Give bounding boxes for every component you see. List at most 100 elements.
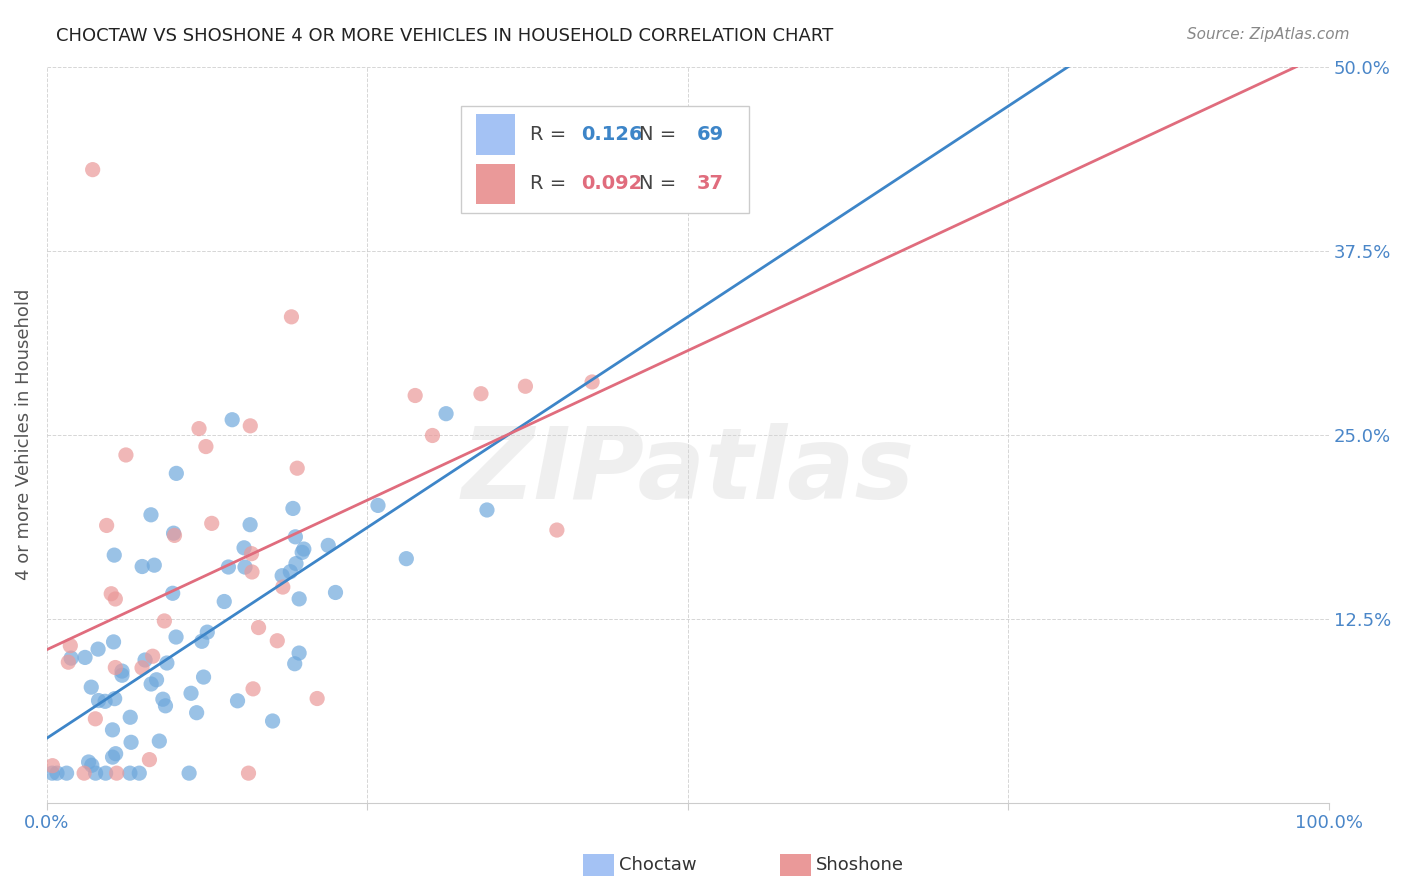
Point [291,545,314,559]
Point [180,686,202,700]
Point [152,692,174,706]
Point [73,650,96,665]
Point [134,653,156,667]
Point [239,517,262,532]
Point [142,649,165,664]
Point [59,639,82,653]
Point [118,766,141,780]
Point [194,440,217,454]
Text: 0.092: 0.092 [582,175,643,194]
Point [60,651,83,665]
Text: Source: ZipAtlas.com: Source: ZipAtlas.com [1187,27,1350,42]
Point [77,755,100,769]
Point [101,750,124,764]
Point [41,766,63,780]
Point [186,706,208,720]
Point [104,747,127,761]
Point [581,375,603,389]
Point [212,594,235,608]
Point [475,503,498,517]
Point [278,565,301,579]
Point [195,625,218,640]
Text: Shoshone: Shoshone [815,856,904,874]
Point [217,560,239,574]
Point [55,766,77,780]
Point [100,587,122,601]
Point [155,698,177,713]
Point [94,694,117,708]
Point [153,614,176,628]
Point [285,557,308,571]
Point [80,758,103,772]
Point [280,310,302,324]
Point [226,694,249,708]
Point [101,723,124,737]
Point [82,162,104,177]
Point [131,661,153,675]
Point [87,693,110,707]
Point [191,634,214,648]
Point [177,766,200,780]
Point [58,655,80,669]
Point [515,379,537,393]
Point [84,712,107,726]
Point [105,766,128,780]
Text: 0.126: 0.126 [582,125,643,145]
Point [145,673,167,687]
Point [470,386,492,401]
Point [546,523,568,537]
Point [307,691,329,706]
Text: R =: R = [530,175,572,194]
Point [80,680,103,694]
Point [128,766,150,780]
Point [292,542,315,557]
Point [111,668,134,682]
Point [87,642,110,657]
Point [115,448,138,462]
Point [316,538,339,552]
Point [240,547,263,561]
Point [233,541,256,555]
Point [247,621,270,635]
Point [73,766,96,780]
Point [162,526,184,541]
Text: Choctaw: Choctaw [619,856,696,874]
FancyBboxPatch shape [461,105,749,213]
Point [188,421,211,435]
Point [131,559,153,574]
Point [242,681,264,696]
Point [143,558,166,573]
Y-axis label: 4 or more Vehicles in Household: 4 or more Vehicles in Household [15,289,32,581]
Text: 69: 69 [697,125,724,145]
Point [103,635,125,649]
Point [240,565,263,579]
Point [96,518,118,533]
Point [434,407,457,421]
Point [281,501,304,516]
Text: R =: R = [530,125,572,145]
Text: N =: N = [640,175,683,194]
Point [284,530,307,544]
Text: ZIPatlas: ZIPatlas [461,423,914,520]
Point [111,664,134,678]
Point [285,461,308,475]
Point [162,586,184,600]
Point [266,633,288,648]
Point [395,551,418,566]
Point [233,560,256,574]
Point [139,508,162,522]
Point [422,428,444,442]
Point [41,758,63,772]
Point [138,753,160,767]
Bar [477,114,515,155]
Text: 37: 37 [697,175,724,194]
Point [367,499,389,513]
Point [288,646,311,660]
Point [103,548,125,562]
Point [404,388,426,402]
Point [262,714,284,728]
Point [148,734,170,748]
Point [156,656,179,670]
Point [104,691,127,706]
Point [238,766,260,780]
